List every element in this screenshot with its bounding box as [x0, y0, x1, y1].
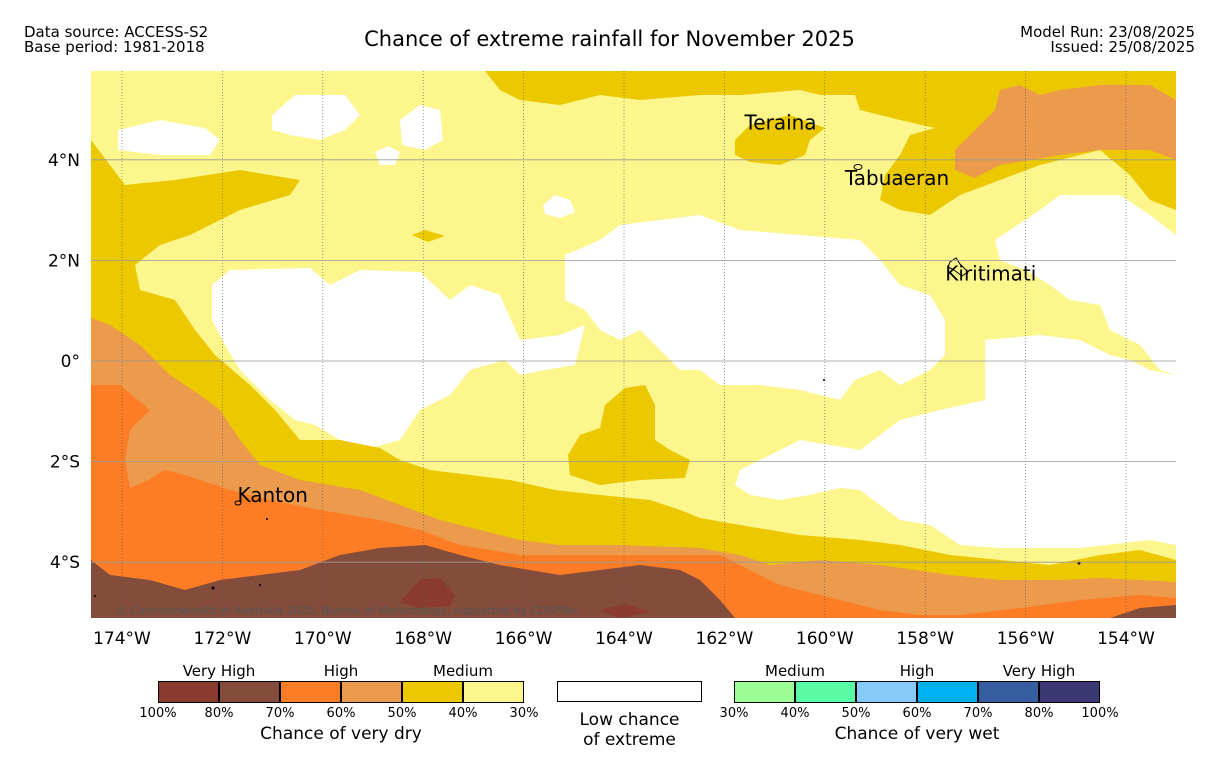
tabuaeran-island-outline	[853, 164, 863, 170]
dry-legend-tick-label: 40%	[448, 706, 478, 721]
wet-legend-tick-label: 50%	[841, 706, 871, 721]
latitude-label: 2°N	[48, 251, 80, 271]
dry-80pct-region-south	[91, 545, 735, 618]
island-dot-1	[266, 518, 268, 520]
place-label-kanton: Kanton	[237, 483, 307, 507]
dry-legend-group-label: Medium	[433, 662, 493, 680]
low-chance-region-center	[565, 215, 945, 400]
map-gridlines	[91, 71, 1176, 618]
dry-legend-swatch	[463, 681, 524, 703]
dry-legend-tick-label: 30%	[509, 706, 539, 721]
low-chance-patch-2	[118, 120, 220, 155]
dry-50pct-region-teraina	[735, 115, 825, 165]
dry-legend-swatch	[219, 681, 280, 703]
dry-legend-tick-label: 60%	[326, 706, 356, 721]
latitude-label: 4°S	[50, 553, 80, 573]
wet-legend-group-label: Medium	[765, 662, 825, 680]
longitude-label: 160°W	[796, 629, 854, 649]
latitude-label: 0°	[61, 352, 80, 372]
island-dot-4	[94, 595, 96, 597]
latitude-label: 2°S	[50, 453, 80, 473]
wet-legend-tick-label: 80%	[1024, 706, 1054, 721]
wet-legend-caption: Chance of very wet	[834, 724, 1000, 744]
place-label-teraina: Teraina	[743, 111, 816, 135]
wet-legend-tick-label: 60%	[902, 706, 932, 721]
low-chance-swatch	[557, 681, 702, 702]
low-chance-caption-line2: of extreme	[583, 730, 676, 750]
wet-legend-swatch	[1039, 681, 1100, 703]
wet-legend-swatch	[917, 681, 978, 703]
dry-legend-swatch	[341, 681, 402, 703]
latitude-label: 4°N	[48, 151, 80, 171]
issued-text: Issued: 25/08/2025	[1050, 38, 1195, 56]
dry-legend-tick-label: 100%	[139, 706, 177, 721]
base-period-text: Base period: 1981-2018	[24, 38, 205, 56]
wet-legend-swatch	[978, 681, 1039, 703]
dry-legend-group-label: High	[323, 662, 359, 680]
place-labels: Teraina Tabuaeran Kiritimati Kanton	[237, 111, 1036, 507]
model-info: Model Run: 23/08/2025 Issued: 25/08/2025	[1020, 25, 1195, 55]
longitude-label: 170°W	[294, 629, 352, 649]
island-dot-3	[259, 584, 261, 586]
dry-legend-tick-label: 50%	[387, 706, 417, 721]
dry-80pct-patch-southeast	[1110, 605, 1176, 618]
kiritimati-island-outline	[947, 257, 969, 277]
wet-legend-tick-label: 70%	[963, 706, 993, 721]
low-chance-patch-3	[543, 195, 575, 218]
wet-legend-group-label: High	[899, 662, 935, 680]
low-chance-caption-line1: Low chance	[579, 710, 680, 730]
dry-legend-tick-label: 80%	[204, 706, 234, 721]
rainfall-probability-field	[91, 71, 1176, 618]
longitude-label: 166°W	[495, 629, 553, 649]
low-chance-caption: Low chance of extreme	[557, 710, 702, 750]
longitude-label: 172°W	[194, 629, 252, 649]
wet-legend-swatch	[795, 681, 856, 703]
kanton-island-outline	[234, 500, 242, 506]
dry-legend-caption: Chance of very dry	[260, 724, 422, 744]
low-chance-region-north	[272, 95, 360, 140]
map-title: Chance of extreme rainfall for November …	[364, 27, 855, 51]
wet-legend-swatch	[734, 681, 795, 703]
longitude-label: 156°W	[997, 629, 1055, 649]
dry-legend-group-label: Very High	[182, 662, 256, 680]
low-chance-region-east	[995, 195, 1176, 375]
data-info: Data source: ACCESS-S2 Base period: 1981…	[24, 25, 208, 55]
longitude-label: 168°W	[394, 629, 452, 649]
low-chance-region-west	[212, 268, 585, 448]
wet-legend-swatch	[856, 681, 917, 703]
low-chance-patch-4	[375, 146, 400, 165]
place-label-kiritimati: Kiritimati	[945, 262, 1036, 286]
dry-50pct-region-center	[568, 385, 690, 485]
wet-legend-tick-label: 30%	[719, 706, 749, 721]
copyright-notice: © Commonwealth of Australia 2025, Bureau…	[116, 604, 579, 617]
model-run-text: Model Run: 23/08/2025	[1020, 23, 1195, 41]
wet-legend-tick-label: 40%	[780, 706, 810, 721]
low-chance-patch-1	[400, 105, 443, 150]
dry-legend-swatch	[158, 681, 219, 703]
wet-legend-group-label: Very High	[1002, 662, 1076, 680]
dry-legend-swatch	[280, 681, 341, 703]
map-axis-labels: 174°W 172°W 170°W 168°W 166°W 164°W 162°W 160°W…	[48, 151, 1155, 649]
low-chance-region-south	[735, 335, 1176, 548]
wet-legend-tick-label: 100%	[1081, 706, 1119, 721]
dry-legend-tick-label: 70%	[265, 706, 295, 721]
place-label-tabuaeran: Tabuaeran	[844, 166, 949, 190]
longitude-label: 158°W	[896, 629, 954, 649]
longitude-label: 162°W	[696, 629, 754, 649]
dry-50pct-patch-small	[412, 230, 445, 242]
island-dot-2	[211, 586, 215, 590]
dry-legend-swatch	[402, 681, 463, 703]
longitude-label: 164°W	[595, 629, 653, 649]
longitude-label: 154°W	[1097, 629, 1155, 649]
dry-100pct-patch-south	[400, 578, 455, 608]
dry-60pct-region-northeast	[955, 85, 1176, 178]
data-source-text: Data source: ACCESS-S2	[24, 23, 209, 41]
dry-100pct-patch-southcentral	[600, 604, 650, 618]
longitude-label: 174°W	[93, 629, 151, 649]
